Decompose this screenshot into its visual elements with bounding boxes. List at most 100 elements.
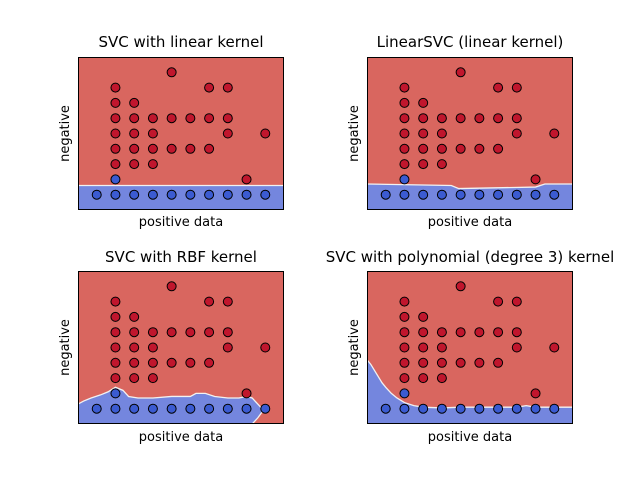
- negative-point: [418, 311, 429, 322]
- panel-linearsvc: LinearSVC (linear kernel) positive data …: [347, 33, 573, 230]
- negative-point: [418, 357, 429, 368]
- negative-point: [222, 342, 233, 353]
- axes-frame: [367, 271, 573, 424]
- negative-point: [166, 357, 177, 368]
- positive-point: [399, 174, 410, 185]
- decision-boundary: [367, 183, 573, 190]
- negative-point: [185, 143, 196, 154]
- negative-point: [436, 159, 447, 170]
- negative-point: [455, 357, 466, 368]
- positive-point: [436, 403, 447, 414]
- negative-point: [129, 113, 140, 124]
- negative-point: [399, 342, 410, 353]
- negative-point: [436, 357, 447, 368]
- positive-point: [204, 189, 215, 200]
- x-axis-label: positive data: [428, 215, 512, 230]
- negative-point: [399, 143, 410, 154]
- negative-point: [418, 327, 429, 338]
- positive-point: [493, 403, 504, 414]
- negative-point: [241, 174, 252, 185]
- positive-point: [380, 403, 391, 414]
- positive-point: [110, 189, 121, 200]
- negative-point: [493, 296, 504, 307]
- negative-point: [129, 97, 140, 108]
- negative-point: [129, 128, 140, 139]
- positive-point: [185, 403, 196, 414]
- negative-point: [511, 327, 522, 338]
- negative-point: [474, 327, 485, 338]
- negative-point: [493, 113, 504, 124]
- plot-area: [78, 57, 284, 210]
- negative-point: [418, 143, 429, 154]
- positive-point: [530, 189, 541, 200]
- negative-point: [147, 373, 158, 384]
- positive-point: [260, 403, 271, 414]
- negative-point: [147, 113, 158, 124]
- plot-area: [78, 271, 284, 424]
- positive-point: [260, 189, 271, 200]
- axes-frame: [367, 57, 573, 210]
- negative-point: [511, 128, 522, 139]
- positive-point: [493, 189, 504, 200]
- y-axis-label: negative: [347, 319, 362, 376]
- negative-point: [110, 373, 121, 384]
- negative-point: [455, 113, 466, 124]
- negative-point: [399, 128, 410, 139]
- decision-boundary: [367, 359, 573, 409]
- panel-svc-rbf: SVC with RBF kernel positive data negati…: [58, 248, 284, 445]
- negative-point: [204, 327, 215, 338]
- negative-point: [110, 357, 121, 368]
- negative-point: [399, 327, 410, 338]
- negative-point: [511, 113, 522, 124]
- negative-point: [129, 342, 140, 353]
- negative-point: [474, 357, 485, 368]
- negative-point: [549, 342, 560, 353]
- negative-point: [436, 342, 447, 353]
- negative-point: [147, 357, 158, 368]
- negative-point: [204, 357, 215, 368]
- panel-title: LinearSVC (linear kernel): [377, 33, 564, 51]
- negative-point: [166, 113, 177, 124]
- negative-point: [418, 342, 429, 353]
- negative-point: [166, 327, 177, 338]
- positive-point: [455, 189, 466, 200]
- positive-region: [367, 183, 573, 210]
- negative-point: [399, 296, 410, 307]
- negative-point: [147, 342, 158, 353]
- x-axis-label: positive data: [139, 215, 223, 230]
- negative-point: [493, 327, 504, 338]
- positive-point: [418, 189, 429, 200]
- negative-point: [455, 281, 466, 292]
- negative-point: [129, 159, 140, 170]
- negative-point: [436, 373, 447, 384]
- negative-point: [147, 143, 158, 154]
- negative-point: [204, 143, 215, 154]
- negative-point: [493, 143, 504, 154]
- negative-point: [129, 311, 140, 322]
- negative-point: [455, 327, 466, 338]
- positive-point: [222, 403, 233, 414]
- axes-frame: [78, 57, 284, 210]
- decision-boundary: [78, 386, 265, 424]
- positive-point: [511, 403, 522, 414]
- plot-area: [367, 57, 573, 210]
- panel-title: SVC with linear kernel: [99, 33, 264, 51]
- positive-point: [110, 174, 121, 185]
- negative-point: [110, 128, 121, 139]
- positive-point: [549, 189, 560, 200]
- positive-point: [436, 189, 447, 200]
- negative-point: [166, 67, 177, 78]
- negative-point: [511, 296, 522, 307]
- negative-point: [399, 159, 410, 170]
- negative-point: [530, 388, 541, 399]
- negative-point: [436, 327, 447, 338]
- negative-point: [110, 143, 121, 154]
- positive-point: [91, 189, 102, 200]
- positive-point: [166, 403, 177, 414]
- negative-point: [511, 342, 522, 353]
- positive-point: [241, 403, 252, 414]
- negative-point: [222, 128, 233, 139]
- axes-frame: [78, 271, 284, 424]
- negative-point: [110, 82, 121, 93]
